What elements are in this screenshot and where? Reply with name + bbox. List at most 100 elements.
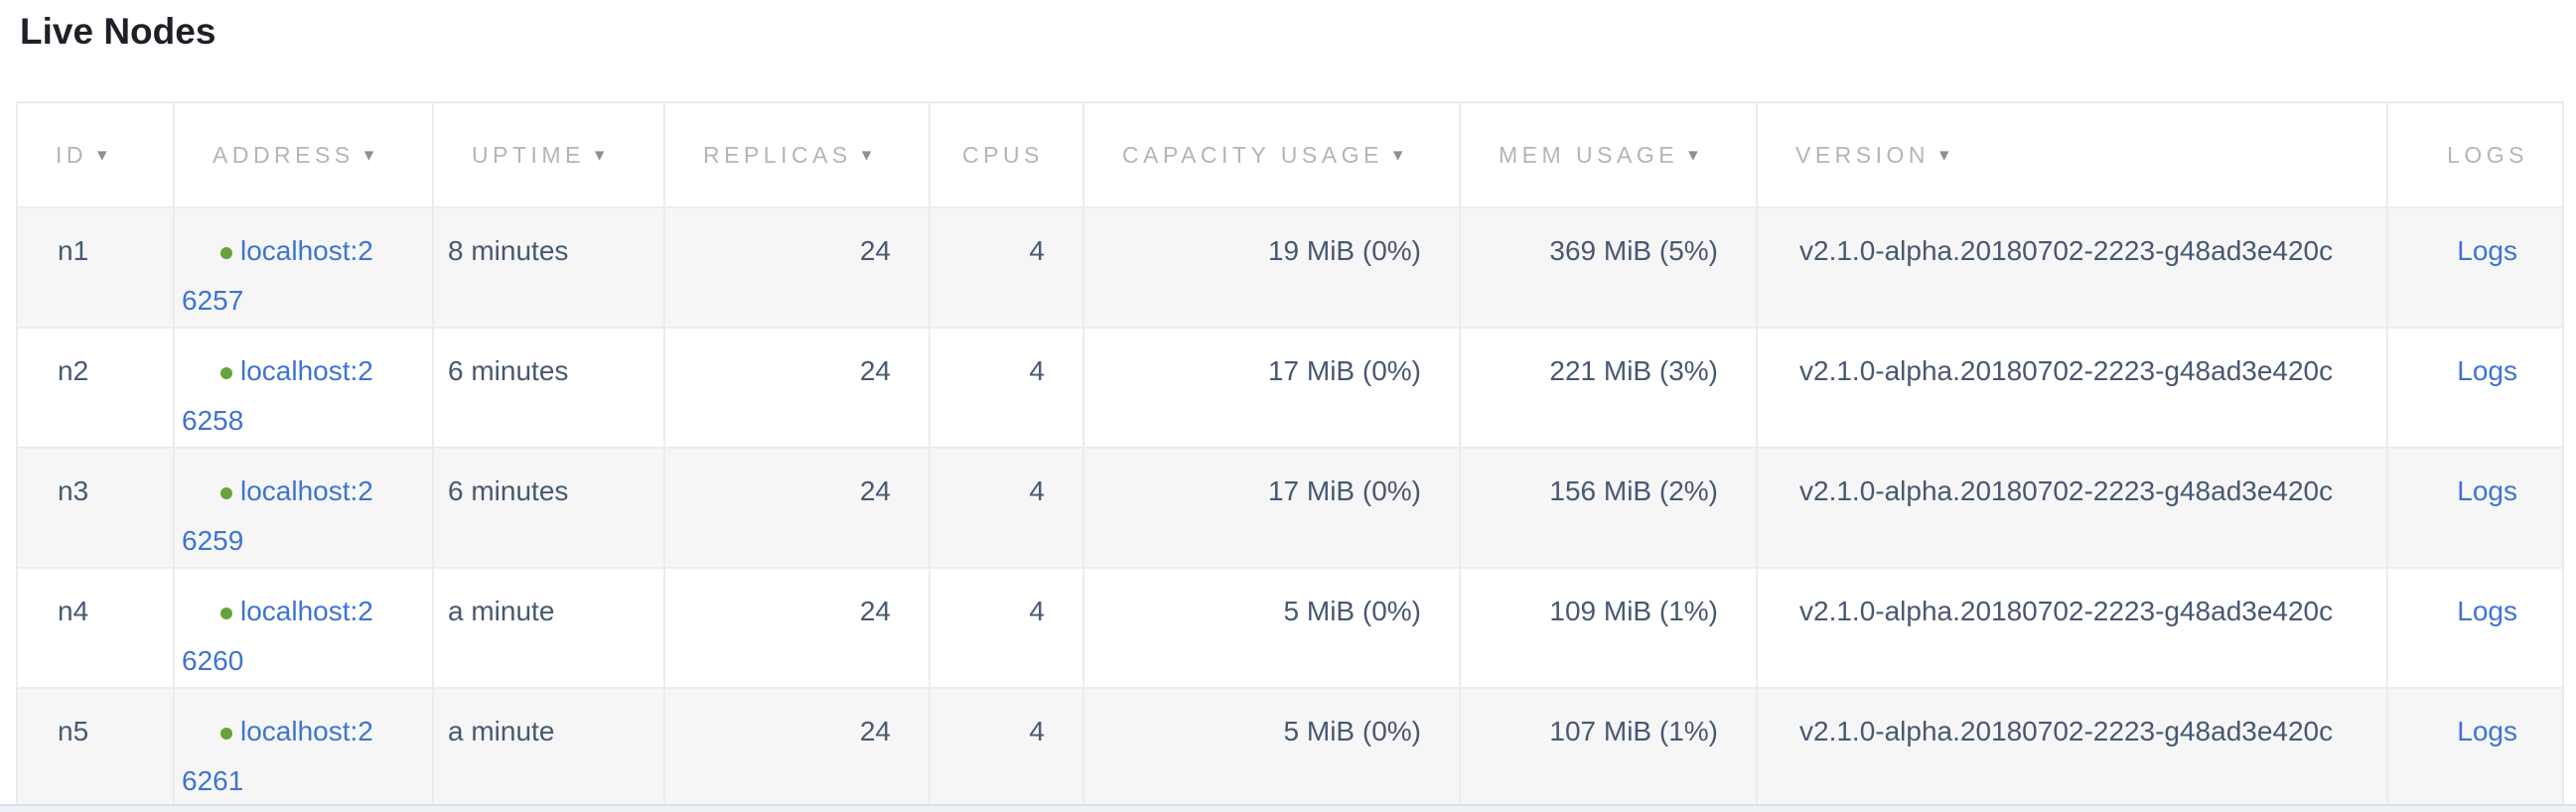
- column-header-capacity-usage[interactable]: Capacity Usage ▾: [1082, 101, 1461, 207]
- uptime-cell: 6 minutes: [432, 447, 665, 568]
- node-id-cell: n4: [16, 567, 175, 688]
- node-live-status-icon: [220, 246, 232, 259]
- mem-usage-cell: 109 MiB (1%): [1459, 567, 1758, 688]
- live-nodes-table: ID ▾ Address ▾ Uptime ▾ Replicas ▾ CPUs Capa…: [16, 101, 2564, 809]
- logs-link[interactable]: Logs: [2457, 716, 2517, 746]
- replicas-cell: 24: [663, 567, 930, 688]
- cpus-cell: 4: [929, 206, 1084, 328]
- sort-arrow-icon: ▾: [1392, 144, 1403, 166]
- node-live-status-icon: [220, 607, 232, 619]
- replicas-cell: 24: [663, 687, 930, 809]
- logs-cell: Logs: [2386, 567, 2564, 688]
- sort-arrow-icon: ▾: [861, 144, 872, 166]
- sort-arrow-icon: ▾: [1939, 144, 1949, 166]
- node-address-cell: localhost:26261: [173, 687, 434, 809]
- node-address-cell: localhost:26258: [173, 327, 434, 448]
- mem-usage-cell: 369 MiB (5%): [1459, 206, 1758, 328]
- node-address-cell: localhost:26260: [173, 567, 434, 688]
- column-header-cpus: CPUs: [929, 101, 1084, 207]
- logs-link[interactable]: Logs: [2457, 475, 2517, 506]
- address-wrap: localhost:26260: [176, 587, 375, 686]
- logs-link[interactable]: Logs: [2457, 235, 2517, 266]
- sort-arrow-icon: ▾: [594, 144, 605, 166]
- node-address-link[interactable]: localhost:26257: [182, 235, 373, 316]
- column-header-label: Logs: [2447, 141, 2528, 168]
- address-wrap: localhost:26261: [176, 707, 375, 806]
- cpus-cell: 4: [929, 327, 1084, 448]
- node-live-status-icon: [220, 727, 232, 740]
- node-row-n5: n5 localhost:26261 a minute 24 4 5 MiB (…: [16, 687, 2564, 809]
- column-header-mem-usage[interactable]: Mem Usage ▾: [1459, 101, 1758, 207]
- address-wrap: localhost:26258: [176, 346, 375, 446]
- replicas-cell: 24: [663, 447, 930, 568]
- node-row-n1: n1 localhost:26257 8 minutes 24 4 19 MiB…: [16, 206, 2564, 328]
- page-title: Live Nodes: [20, 11, 216, 52]
- node-row-n4: n4 localhost:26260 a minute 24 4 5 MiB (…: [16, 567, 2564, 688]
- mem-usage-cell: 156 MiB (2%): [1459, 447, 1758, 568]
- node-address-link[interactable]: localhost:26260: [182, 596, 373, 676]
- uptime-cell: 8 minutes: [432, 206, 665, 328]
- sort-arrow-icon: ▾: [363, 144, 374, 166]
- node-id-cell: n2: [16, 327, 175, 448]
- column-header-label: Version: [1795, 141, 1931, 168]
- column-header-logs: Logs: [2386, 101, 2564, 207]
- column-header-label: Mem Usage: [1499, 141, 1679, 168]
- version-cell: v2.1.0-alpha.20180702-2223-g48ad3e420c: [1756, 687, 2388, 809]
- node-row-n3: n3 localhost:26259 6 minutes 24 4 17 MiB…: [16, 447, 2564, 568]
- mem-usage-cell: 221 MiB (3%): [1459, 327, 1758, 448]
- table-header-row: ID ▾ Address ▾ Uptime ▾ Replicas ▾ CPUs Capa…: [16, 101, 2564, 207]
- uptime-cell: 6 minutes: [432, 327, 665, 448]
- logs-link[interactable]: Logs: [2457, 596, 2517, 626]
- sort-arrow-icon: ▾: [1688, 144, 1698, 166]
- column-header-label: Capacity Usage: [1122, 141, 1383, 168]
- logs-cell: Logs: [2386, 327, 2564, 448]
- column-header-label: ID: [56, 141, 87, 168]
- cpus-cell: 4: [929, 567, 1084, 688]
- replicas-cell: 24: [663, 206, 930, 328]
- node-address-link[interactable]: localhost:26259: [182, 475, 373, 556]
- node-address-cell: localhost:26259: [173, 447, 434, 568]
- logs-cell: Logs: [2386, 206, 2564, 328]
- capacity-usage-cell: 19 MiB (0%): [1082, 206, 1461, 328]
- node-live-status-icon: [220, 366, 232, 379]
- logs-link[interactable]: Logs: [2457, 355, 2517, 386]
- replicas-cell: 24: [663, 327, 930, 448]
- uptime-cell: a minute: [432, 567, 665, 688]
- node-row-n2: n2 localhost:26258 6 minutes 24 4 17 MiB…: [16, 327, 2564, 448]
- capacity-usage-cell: 5 MiB (0%): [1082, 687, 1461, 809]
- column-header-label: CPUs: [962, 141, 1044, 168]
- cpus-cell: 4: [929, 447, 1084, 568]
- cpus-cell: 4: [929, 687, 1084, 809]
- address-wrap: localhost:26259: [176, 467, 375, 566]
- node-id-cell: n3: [16, 447, 175, 568]
- column-header-address[interactable]: Address ▾: [173, 101, 434, 207]
- address-wrap: localhost:26257: [176, 226, 375, 326]
- node-id-cell: n5: [16, 687, 175, 809]
- capacity-usage-cell: 17 MiB (0%): [1082, 327, 1461, 448]
- column-header-id[interactable]: ID ▾: [16, 101, 175, 207]
- logs-cell: Logs: [2386, 687, 2564, 809]
- node-address-link[interactable]: localhost:26261: [182, 716, 373, 796]
- version-cell: v2.1.0-alpha.20180702-2223-g48ad3e420c: [1756, 567, 2388, 688]
- node-live-status-icon: [220, 486, 232, 499]
- capacity-usage-cell: 17 MiB (0%): [1082, 447, 1461, 568]
- column-header-version[interactable]: Version ▾: [1756, 101, 2388, 207]
- column-header-replicas[interactable]: Replicas ▾: [663, 101, 930, 207]
- column-header-label: Replicas: [703, 141, 852, 168]
- column-header-label: Uptime: [472, 141, 585, 168]
- uptime-cell: a minute: [432, 687, 665, 809]
- column-header-uptime[interactable]: Uptime ▾: [432, 101, 665, 207]
- column-header-label: Address: [213, 141, 355, 168]
- sort-arrow-icon: ▾: [97, 144, 107, 166]
- logs-cell: Logs: [2386, 447, 2564, 568]
- version-cell: v2.1.0-alpha.20180702-2223-g48ad3e420c: [1756, 206, 2388, 328]
- node-id-cell: n1: [16, 206, 175, 328]
- next-section-edge: [0, 804, 2576, 812]
- mem-usage-cell: 107 MiB (1%): [1459, 687, 1758, 809]
- node-address-link[interactable]: localhost:26258: [182, 355, 373, 436]
- capacity-usage-cell: 5 MiB (0%): [1082, 567, 1461, 688]
- version-cell: v2.1.0-alpha.20180702-2223-g48ad3e420c: [1756, 447, 2388, 568]
- node-address-cell: localhost:26257: [173, 206, 434, 328]
- version-cell: v2.1.0-alpha.20180702-2223-g48ad3e420c: [1756, 327, 2388, 448]
